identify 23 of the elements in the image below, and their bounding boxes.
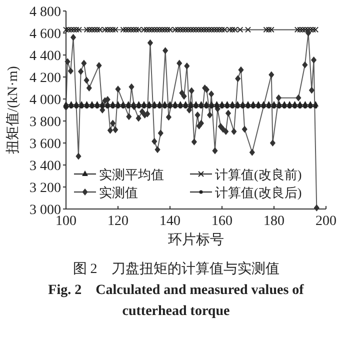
legend-label: 计算值(改良前) [215, 167, 302, 182]
y-tick-label: 4 000 [30, 93, 61, 108]
caption: Fig. 2 Calculated and measured values of cutterhead torque [47, 282, 305, 321]
x-tick-label: 100 [56, 214, 76, 229]
x-axis-title: 环片标号 [168, 232, 224, 248]
y-tick-label: 3 600 [30, 137, 61, 152]
y-tick-label: 4 200 [30, 71, 61, 86]
x-tick-label: 200 [316, 214, 336, 229]
y-tick-label: 3 800 [30, 115, 61, 130]
x-tick-label: 140 [160, 214, 180, 229]
x-tick-label: 160 [212, 214, 232, 229]
y-axis-title: 扭矩值/(kN·m) [5, 66, 21, 154]
x-tick-label: 180 [264, 214, 284, 229]
y-tick-label: 3 200 [30, 181, 61, 196]
y-tick-label: 4 600 [30, 27, 61, 42]
legend-label: 计算值(改良后) [215, 185, 302, 200]
x-tick-label: 120 [108, 214, 128, 229]
y-tick-label: 3 400 [30, 159, 61, 174]
y-tick-label: 4 400 [30, 49, 61, 64]
caption: 图 2 刀盘扭矩的计算值与实测值 [72, 260, 280, 279]
y-tick-label: 4 800 [30, 5, 61, 20]
legend-label: 实测值 [99, 185, 138, 200]
legend-label: 实测平均值 [99, 167, 164, 182]
